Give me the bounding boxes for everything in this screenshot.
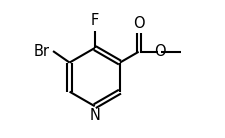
- Text: F: F: [90, 13, 98, 28]
- Text: O: O: [153, 44, 165, 59]
- Text: Br: Br: [34, 44, 50, 59]
- Text: O: O: [132, 16, 144, 31]
- Text: N: N: [89, 108, 100, 123]
